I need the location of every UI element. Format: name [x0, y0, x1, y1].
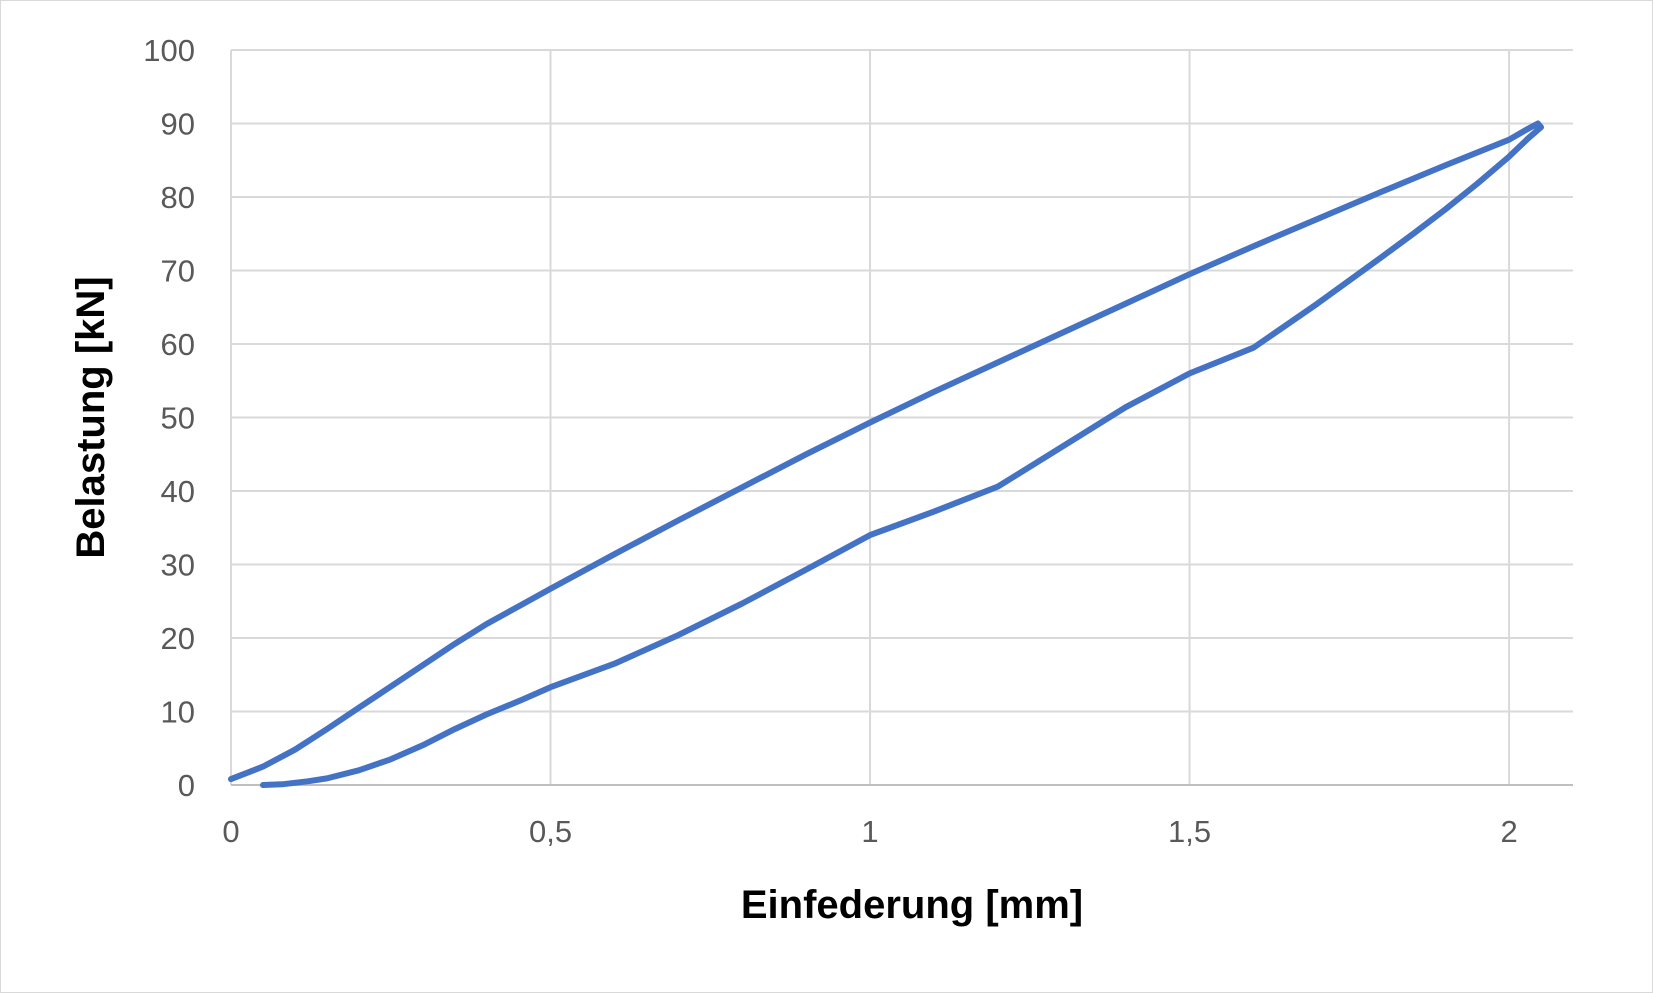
y-tick-label: 70 [161, 254, 195, 289]
series-line-hysteresis [228, 120, 1544, 788]
y-axis-title: Belastung [kN] [69, 276, 113, 558]
y-tick-label: 0 [178, 768, 195, 803]
x-tick-labels: 0 0,5 1 1,5 2 [222, 814, 1517, 849]
horizontal-gridlines [231, 49, 1573, 713]
y-tick-label: 40 [161, 474, 195, 509]
x-axis-title: Einfederung [mm] [741, 883, 1083, 927]
y-tick-label: 30 [161, 548, 195, 583]
y-tick-label: 50 [161, 401, 195, 436]
y-tick-label: 20 [161, 621, 195, 656]
y-tick-labels: 0 10 20 30 40 50 60 70 80 90 100 [143, 33, 195, 803]
y-tick-label: 100 [143, 33, 195, 68]
x-tick-label: 0 [222, 814, 239, 849]
y-tick-label: 80 [161, 180, 195, 215]
y-tick-label: 60 [161, 327, 195, 362]
x-tick-label: 1 [861, 814, 878, 849]
y-tick-label: 10 [161, 695, 195, 730]
x-tick-label: 0,5 [529, 814, 572, 849]
y-tick-label: 90 [161, 107, 195, 142]
x-tick-label: 1,5 [1168, 814, 1211, 849]
x-tick-label: 2 [1500, 814, 1517, 849]
